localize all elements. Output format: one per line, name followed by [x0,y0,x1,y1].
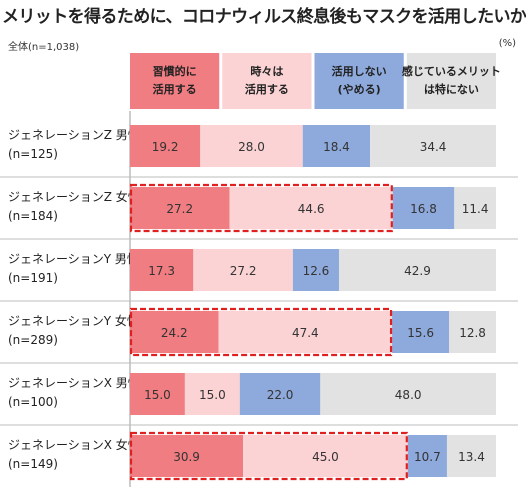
category-label: ジェネレーションX 女性 [8,437,140,452]
data-label: 27.2 [230,264,257,278]
data-label: 42.9 [404,264,431,278]
data-label: 28.0 [238,140,265,154]
category-label: (n=100) [8,395,58,409]
legend-label: 習慣的に [153,64,197,78]
bar-segment [407,435,447,477]
category-label: (n=125) [8,147,58,161]
bar-segment [130,187,230,229]
bar-segment [370,125,496,167]
chart-title: メリットを得るために、コロナウィルス終息後もマスクを活用したいか [2,7,526,27]
bar-segment [200,125,303,167]
highlight-frame [129,183,393,233]
legend-label: 活用する [245,82,289,96]
bar-segment [449,311,496,353]
bar-segment [302,125,371,167]
data-label: 27.2 [166,202,193,216]
bar-segment [130,435,244,477]
bar-segment [392,187,455,229]
data-label: 15.0 [144,388,171,402]
category-label: (n=184) [8,209,58,223]
base-note: 全体(n=1,038) [8,42,80,53]
bar-segment [130,249,194,291]
bar-segment [184,373,240,415]
bar-segment [239,373,321,415]
bar-segment [218,311,393,353]
bar-segment [392,311,450,353]
data-label: 24.2 [161,326,188,340]
category-label: ジェネレーションZ 男性 [8,128,140,142]
legend-label: 感じているメリット [402,64,501,78]
data-label: 18.4 [323,140,350,154]
legend-label: 活用しない [332,64,387,78]
legend-label: 時々は [250,64,283,78]
legend-label: (やめる) [338,83,381,96]
bar-segment [454,187,496,229]
data-label: 34.4 [420,140,447,154]
bar-segment [292,249,339,291]
data-label: 30.9 [173,450,200,464]
category-label: (n=289) [8,333,58,347]
highlight-frame [129,431,408,481]
category-label: (n=149) [8,457,58,471]
bar-segment [130,373,185,415]
data-label: 10.7 [414,450,441,464]
data-label: 22.0 [267,388,294,402]
data-label: 12.6 [303,264,330,278]
bar-segment [446,435,496,477]
bar-segment [243,435,408,477]
legend-swatch [406,53,496,109]
data-label: 45.0 [312,450,339,464]
data-label: 17.3 [148,264,175,278]
data-label: 47.4 [292,326,319,340]
legend-label: 活用する [153,82,197,96]
bar-segment [320,373,496,415]
unit-label: (%) [498,38,516,49]
legend-label: は特にない [424,82,479,96]
category-label: (n=191) [8,271,58,285]
data-label: 12.8 [459,326,486,340]
data-label: 16.8 [410,202,437,216]
data-label: 11.4 [462,202,489,216]
bar-segment [193,249,293,291]
legend-swatch [222,53,312,109]
highlight-frame [129,307,393,357]
data-label: 44.6 [298,202,325,216]
data-label: 48.0 [395,388,422,402]
category-label: ジェネレーションX 男性 [8,376,140,390]
data-label: 15.6 [407,326,434,340]
bar-segment [130,311,219,353]
legend-swatch [130,53,220,109]
legend-swatch [314,53,404,109]
bar-segment [130,125,201,167]
bar-segment [338,249,496,291]
data-label: 13.4 [458,450,485,464]
bar-segment [229,187,393,229]
category-label: ジェネレーションY 女性 [8,313,139,328]
category-label: ジェネレーションY 男性 [8,252,139,266]
data-label: 15.0 [199,388,226,402]
category-label: ジェネレーションZ 女性 [8,189,140,204]
data-label: 19.2 [152,140,179,154]
